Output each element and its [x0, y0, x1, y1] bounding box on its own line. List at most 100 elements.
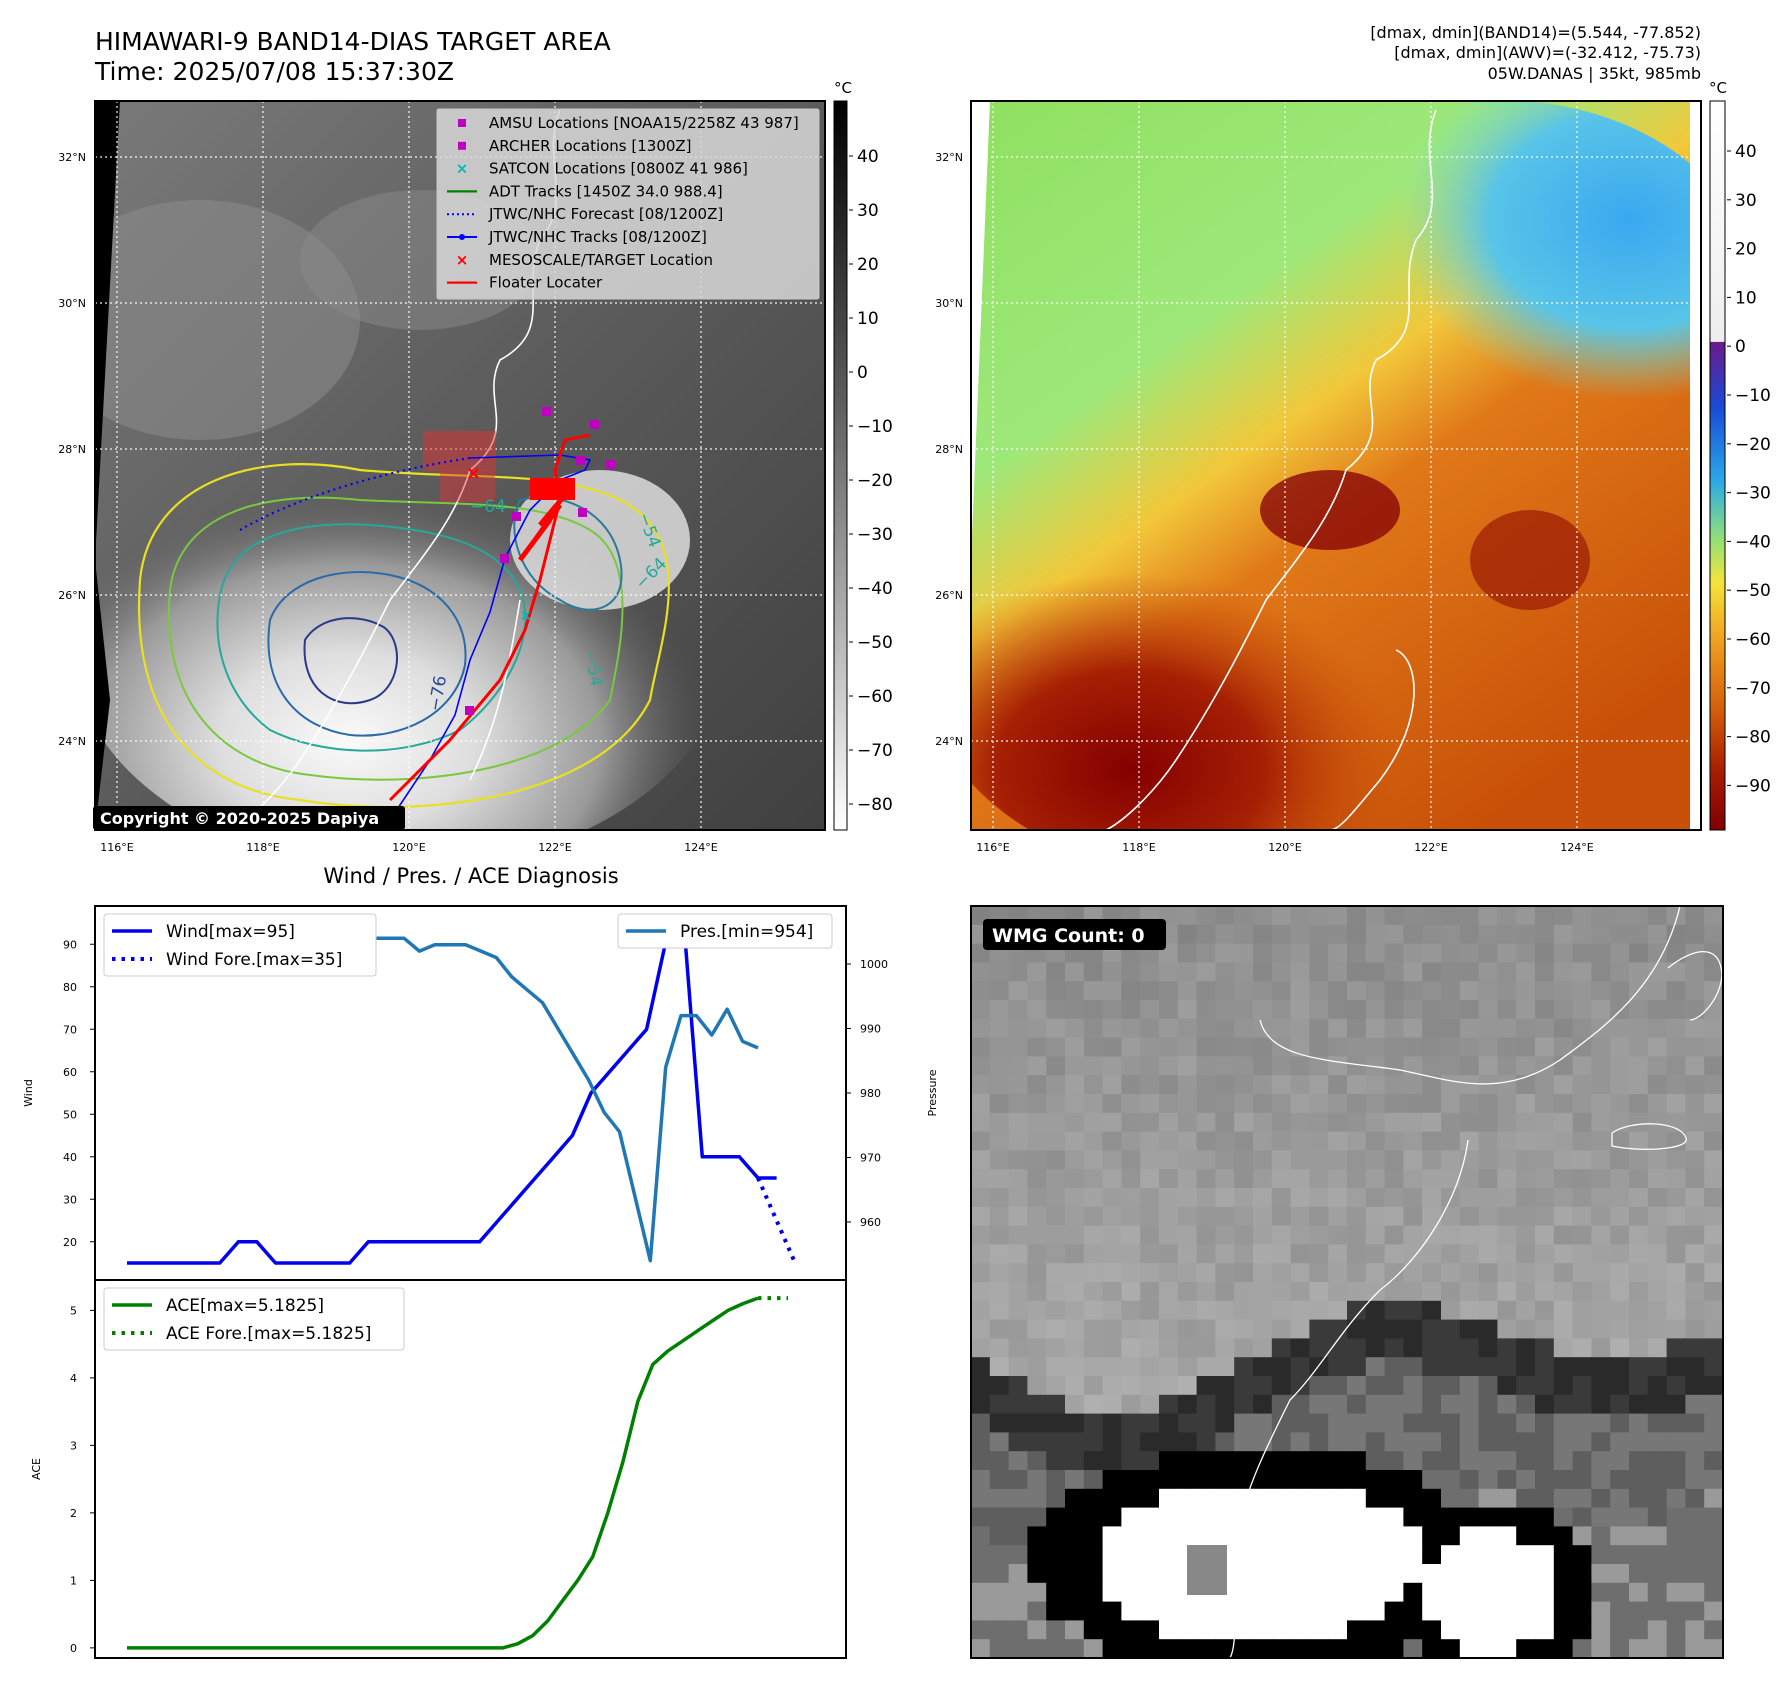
wmg-pixel	[1478, 906, 1498, 926]
wmg-pixel	[1290, 1244, 1310, 1264]
wmg-pixel	[1403, 1075, 1423, 1095]
wmg-pixel	[1666, 1150, 1686, 1170]
wmg-count-label: WMG Count: 0	[992, 925, 1145, 947]
wmg-pixel	[1535, 1639, 1555, 1658]
wmg-pixel	[1497, 1357, 1517, 1377]
wmg-pixel	[989, 1601, 1010, 1621]
wmg-pixel	[1610, 1470, 1630, 1490]
wmg-pixel	[1553, 1300, 1574, 1321]
wmg-pixel	[1384, 1225, 1404, 1245]
wmg-pixel	[1403, 1282, 1423, 1302]
wind-legend-label: Wind[max=95]	[166, 922, 295, 942]
wmg-pixel	[1290, 962, 1310, 982]
target-location-marker: ×	[466, 463, 481, 484]
wmg-pixel	[1591, 1206, 1611, 1227]
wmg-pixel	[1271, 924, 1292, 945]
wmg-pixel	[1271, 943, 1292, 963]
wmg-pixel	[1271, 1188, 1292, 1208]
wmg-pixel	[1215, 1601, 1235, 1621]
wmg-pixel	[1046, 1300, 1066, 1321]
wmg-pixel	[1008, 1620, 1028, 1640]
wmg-pixel	[1459, 1150, 1480, 1170]
wmg-pixel	[1441, 1263, 1461, 1283]
wmg-pixel	[1215, 1451, 1235, 1471]
wmg-pixel	[1215, 1188, 1235, 1208]
wmg-pixel	[1478, 1000, 1498, 1020]
wmg-pixel	[1459, 1056, 1480, 1076]
wmg-pixel	[1196, 1470, 1216, 1490]
wmg-pixel	[1309, 1112, 1329, 1133]
wmg-pixel	[1647, 1526, 1668, 1546]
wmg-pixel	[971, 1507, 991, 1527]
wmg-pixel	[1347, 1620, 1367, 1640]
wmg-pixel	[1234, 1394, 1254, 1415]
pressure-legend-label: Pres.[min=954]	[680, 922, 813, 942]
wmg-pixel	[1478, 1357, 1498, 1377]
wmg-pixel	[1347, 1338, 1367, 1358]
ir-lon-label: 120°E	[392, 841, 425, 854]
wmg-pixel	[1535, 1112, 1555, 1133]
wmg-pixel	[1253, 1000, 1273, 1020]
wmg-pixel	[1083, 1037, 1104, 1057]
wmg-pixel	[1459, 1037, 1480, 1057]
wmg-pixel	[1215, 943, 1235, 963]
wmg-pixel	[1177, 1507, 1198, 1527]
wmg-pixel	[1422, 1075, 1442, 1095]
wmg-pixel	[1347, 1206, 1367, 1227]
wmg-pixel	[1196, 1075, 1216, 1095]
wmg-pixel	[1347, 1413, 1367, 1433]
wmg-pixel	[1290, 1206, 1310, 1227]
wmg-pixel	[1365, 1282, 1386, 1302]
awv-lon-label: 124°E	[1560, 841, 1593, 854]
wmg-pixel	[1121, 1338, 1141, 1358]
wmg-pixel	[1083, 1338, 1104, 1358]
y-tick-label: 70	[63, 1023, 77, 1036]
wmg-pixel	[1591, 1376, 1611, 1396]
wmg-pixel	[1177, 1432, 1198, 1452]
wmg-pixel	[1441, 1225, 1461, 1245]
wmg-pixel	[1140, 1018, 1160, 1039]
wmg-pixel	[1459, 1094, 1480, 1114]
wmg-pixel	[1572, 1582, 1592, 1603]
wmg-pixel	[1647, 962, 1668, 982]
wmg-pixel	[1441, 1112, 1461, 1133]
wmg-pixel	[1271, 1545, 1292, 1565]
wmg-pixel	[1328, 1188, 1348, 1208]
wmg-pixel	[1027, 1150, 1047, 1170]
wmg-pixel	[1422, 1244, 1442, 1264]
wmg-pixel	[1497, 1018, 1517, 1039]
wmg-pixel	[1290, 1056, 1310, 1076]
wmg-pixel	[1516, 1357, 1536, 1377]
wmg-pixel	[1196, 1601, 1216, 1621]
wmg-pixel	[1572, 1150, 1592, 1170]
wmg-pixel	[1290, 1582, 1310, 1603]
wmg-pixel	[1083, 1188, 1104, 1208]
wmg-pixel	[1478, 1300, 1498, 1321]
wmg-pixel	[1629, 906, 1649, 926]
wmg-pixel	[1196, 1620, 1216, 1640]
wmg-count-badge	[983, 919, 1166, 950]
wmg-pixel	[1309, 906, 1329, 926]
wmg-pixel	[971, 1037, 991, 1057]
ir-lat-label: 24°N	[58, 735, 86, 748]
wmg-pixel	[1403, 1488, 1423, 1509]
wmg-pixel	[1046, 1564, 1066, 1584]
wmg-pixel	[1140, 1582, 1160, 1603]
wmg-pixel	[1441, 1394, 1461, 1415]
wmg-pixel	[1347, 1564, 1367, 1584]
wmg-pixel	[1177, 1394, 1198, 1415]
wmg-pixel	[1328, 1094, 1348, 1114]
wmg-pixel	[1328, 981, 1348, 1001]
wmg-pixel	[1384, 1564, 1404, 1584]
wmg-pixel	[1478, 1112, 1498, 1133]
wmg-pixel	[1008, 1639, 1028, 1658]
wmg-pixel	[1234, 1300, 1254, 1321]
wmg-pixel	[1591, 1244, 1611, 1264]
wmg-pixel	[989, 1056, 1010, 1076]
wmg-pixel	[1384, 1131, 1404, 1151]
wmg-pixel	[1666, 1394, 1686, 1415]
wmg-pixel	[1309, 1620, 1329, 1640]
wmg-pixel	[1553, 1507, 1574, 1527]
colorbar-tick-label: −40	[1735, 532, 1771, 552]
wmg-pixel	[1083, 1451, 1104, 1471]
